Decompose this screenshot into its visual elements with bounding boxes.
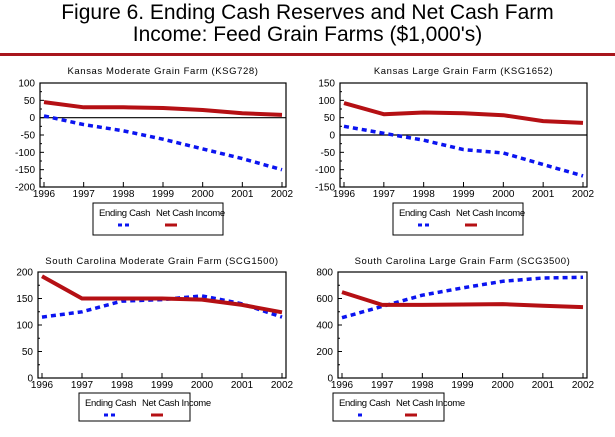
y-tick-label: 100 — [18, 79, 35, 90]
y-tick-label: -150 — [315, 183, 335, 194]
x-tick-label: 1998 — [411, 380, 434, 391]
legend-box — [392, 202, 524, 236]
x-tick-label: 1999 — [452, 189, 475, 200]
x-tick-label: 2002 — [572, 189, 595, 200]
series-line-net-cash-income — [41, 274, 283, 315]
series-line-ending-cash — [341, 275, 584, 320]
x-tick-label: 2001 — [231, 380, 254, 391]
y-tick-label: 50 — [324, 113, 336, 124]
y-tick-label: 0 — [27, 374, 33, 385]
chart-title: South Carolina Large Grain Farm (SCG3500… — [355, 256, 571, 267]
x-tick-label: 1997 — [371, 380, 394, 391]
x-tick-label: 2000 — [492, 380, 515, 391]
x-tick-label: 1996 — [33, 189, 56, 200]
x-tick-label: 2002 — [572, 380, 595, 391]
series-line-net-cash-income — [43, 100, 283, 117]
legend-label-ending-cash: Ending Cash — [99, 208, 150, 219]
y-tick-label: -200 — [15, 183, 35, 194]
x-tick-label: 1999 — [152, 189, 175, 200]
chart-title: South Carolina Moderate Grain Farm (SCG1… — [45, 256, 278, 267]
x-tick-label: 2000 — [191, 380, 214, 391]
y-tick-label: 800 — [316, 268, 333, 279]
y-tick-label: 200 — [316, 347, 333, 358]
x-tick-label: 2002 — [271, 380, 294, 391]
series-line-net-cash-income — [341, 290, 584, 310]
x-tick-label: 1999 — [451, 380, 474, 391]
y-tick-label: 150 — [318, 79, 335, 90]
plot-area — [39, 82, 287, 188]
chart-title: Kansas Moderate Grain Farm (KSG728) — [67, 66, 258, 77]
y-tick-label: 400 — [316, 321, 333, 332]
figure-title: Figure 6. Ending Cash Reserves and Net C… — [0, 2, 615, 46]
series-line-net-cash-income — [343, 101, 584, 125]
y-tick-label: 0 — [327, 374, 333, 385]
chart-title: Kansas Large Grain Farm (KSG1652) — [374, 66, 553, 77]
y-tick-label: 600 — [316, 294, 333, 305]
legend-label-ending-cash: Ending Cash — [399, 208, 450, 219]
y-tick-label: 150 — [16, 294, 33, 305]
x-tick-label: 1996 — [31, 380, 54, 391]
legend-label-net-cash-income: Net Cash Income — [156, 208, 225, 219]
y-tick-label: 50 — [22, 347, 34, 358]
legend-label-ending-cash: Ending Cash — [85, 398, 136, 409]
x-tick-label: 1997 — [373, 189, 396, 200]
y-tick-label: 50 — [24, 96, 36, 107]
y-tick-label: -100 — [15, 148, 35, 159]
x-tick-label: 1998 — [111, 380, 134, 391]
y-tick-label: 100 — [318, 96, 335, 107]
y-tick-label: 0 — [329, 131, 335, 142]
x-tick-label: 1999 — [151, 380, 174, 391]
y-tick-label: 200 — [16, 268, 33, 279]
y-tick-label: -50 — [321, 148, 336, 159]
series-line-ending-cash — [343, 124, 584, 178]
x-tick-label: 1996 — [331, 380, 354, 391]
x-tick-label: 2001 — [231, 189, 254, 200]
x-tick-label: 2001 — [532, 189, 555, 200]
x-tick-label: 2000 — [192, 189, 215, 200]
x-tick-label: 2000 — [492, 189, 515, 200]
x-tick-label: 1998 — [112, 189, 135, 200]
x-tick-label: 1996 — [333, 189, 356, 200]
y-tick-label: 100 — [16, 321, 33, 332]
x-tick-label: 1998 — [413, 189, 436, 200]
title-divider — [0, 53, 615, 56]
plot-area — [37, 271, 287, 379]
x-tick-label: 1997 — [71, 380, 94, 391]
x-tick-label: 2002 — [271, 189, 294, 200]
legend-box — [78, 392, 191, 422]
legend-label-net-cash-income: Net Cash Income — [456, 208, 525, 219]
figure-title-line-2: Income: Feed Grain Farms ($1,000's) — [132, 23, 483, 46]
y-tick-label: -150 — [15, 165, 35, 176]
x-tick-label: 2001 — [532, 380, 555, 391]
x-tick-label: 1997 — [73, 189, 96, 200]
y-tick-label: -100 — [315, 165, 335, 176]
legend-label-net-cash-income: Net Cash Income — [142, 398, 211, 409]
y-tick-label: 0 — [29, 113, 35, 124]
series-line-ending-cash — [43, 114, 283, 172]
legend-label-ending-cash: Ending Cash — [339, 398, 390, 409]
legend-label-net-cash-income: Net Cash Income — [396, 398, 465, 409]
figure-title-line-1: Figure 6. Ending Cash Reserves and Net C… — [61, 1, 554, 24]
legend-box — [92, 202, 224, 236]
y-tick-label: -50 — [21, 131, 36, 142]
legend-box — [332, 392, 445, 422]
